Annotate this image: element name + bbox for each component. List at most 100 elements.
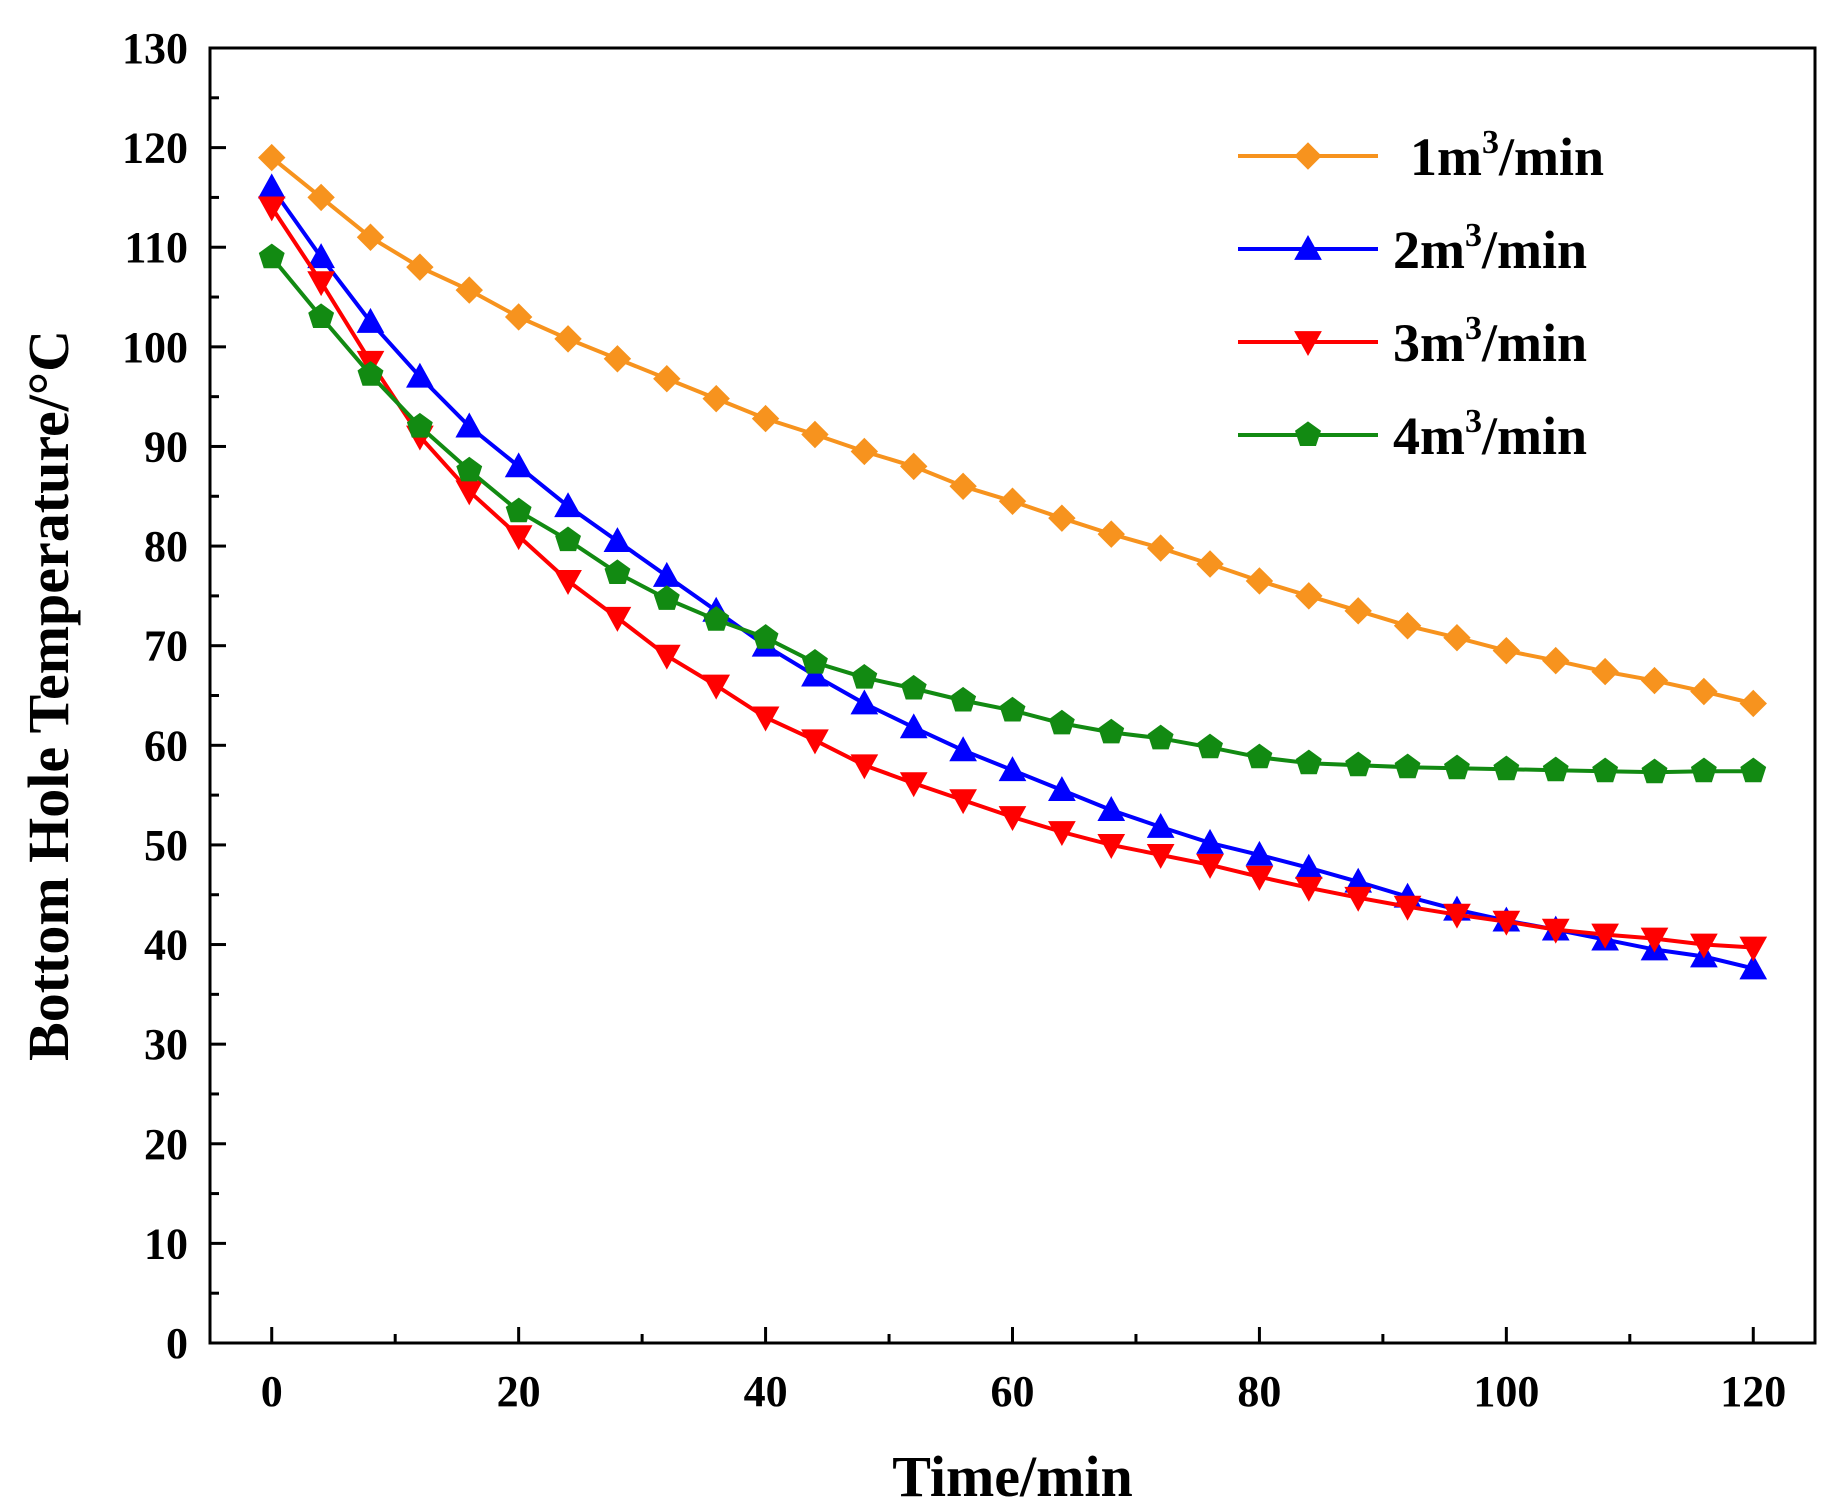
data-point (1246, 743, 1273, 769)
data-point (998, 806, 1027, 832)
y-tick-label: 20 (144, 1120, 188, 1169)
y-tick-label: 10 (144, 1219, 188, 1268)
data-point (1393, 895, 1422, 921)
data-point (1245, 567, 1274, 595)
y-axis-title: Bottom Hole Temperature/°C (16, 330, 81, 1061)
data-point (801, 420, 829, 449)
data-point (603, 527, 632, 552)
data-point (1344, 886, 1373, 912)
data-point (1245, 865, 1274, 891)
data-point (1739, 936, 1768, 962)
data-point (1097, 834, 1126, 859)
data-point (850, 689, 879, 715)
data-point (949, 472, 977, 501)
x-axis-title: Time/min (892, 1444, 1133, 1506)
data-point (1690, 677, 1718, 706)
data-point (1146, 534, 1175, 562)
legend-entry-4: 4m3/min (1238, 403, 1587, 466)
data-point (1196, 853, 1224, 879)
data-point (406, 412, 433, 438)
data-point (1740, 757, 1767, 783)
data-point (1541, 918, 1570, 944)
legend-marker (1294, 234, 1322, 260)
data-point (752, 624, 779, 649)
legend-label: 1m3/min (1410, 124, 1604, 187)
legend-entry-3: 3m3/min (1238, 310, 1587, 373)
data-point (801, 661, 829, 687)
data-point (1048, 776, 1076, 802)
data-point (899, 713, 928, 739)
data-point (258, 143, 286, 172)
axes: 0 10 20 30 40 50 60 70 80 90 100 110 120 130 0 20 40 60 80… (16, 24, 1817, 1506)
data-point (1048, 709, 1075, 735)
data-point (307, 243, 335, 269)
data-point (1492, 636, 1521, 665)
data-point (1295, 582, 1323, 610)
data-point (504, 303, 533, 331)
data-point (751, 404, 780, 433)
data-point (1591, 923, 1619, 949)
data-point (554, 492, 582, 518)
data-point (1146, 812, 1175, 838)
data-point (900, 452, 928, 481)
data-point (604, 559, 631, 584)
x-tick-label: 120 (1720, 1367, 1786, 1416)
data-point (850, 754, 879, 780)
data-point (257, 196, 286, 222)
data-point (504, 525, 533, 551)
data-point (652, 644, 681, 670)
data-point (1739, 689, 1767, 718)
data-point (850, 437, 879, 466)
y-tick-label: 60 (144, 721, 188, 770)
y-tick-label: 110 (124, 223, 188, 272)
y-tick-label: 0 (166, 1319, 188, 1368)
data-point (1196, 550, 1224, 578)
legend: 1m3/min 2m3/min 3m3/min 4m3/min (1238, 124, 1604, 466)
data-point (1591, 657, 1619, 686)
data-point (504, 452, 533, 478)
data-point (456, 456, 483, 482)
data-point (455, 412, 484, 438)
data-point (1690, 757, 1717, 783)
data-point (1344, 597, 1372, 625)
y-tick-label: 40 (144, 921, 188, 970)
data-point (406, 362, 434, 388)
y-tick-label: 30 (144, 1020, 188, 1069)
data-point (1640, 927, 1669, 953)
data-point (258, 243, 285, 269)
x-tick-label: 100 (1473, 1367, 1539, 1416)
data-point (949, 789, 977, 815)
data-point (899, 772, 928, 798)
series-1 (258, 143, 1767, 718)
data-point (1739, 954, 1768, 980)
legend-marker (1294, 331, 1322, 357)
data-point (554, 325, 582, 353)
data-point (1295, 749, 1322, 775)
data-point (653, 585, 680, 610)
data-point (851, 663, 878, 689)
data-point (998, 756, 1027, 782)
data-point (702, 674, 731, 700)
data-point (900, 674, 927, 700)
legend-label: 4m3/min (1393, 403, 1587, 466)
data-point (999, 696, 1026, 722)
plot-area (257, 143, 1768, 980)
data-point (1048, 821, 1076, 847)
data-point (1147, 724, 1174, 750)
series-4 (258, 243, 1767, 784)
data-point (307, 183, 335, 212)
legend-entry-1: 1m3/min (1238, 124, 1604, 187)
data-point (1393, 612, 1422, 640)
data-point (357, 361, 384, 386)
data-point (998, 487, 1027, 515)
x-tick-label: 60 (991, 1367, 1035, 1416)
data-point (1492, 910, 1521, 936)
data-point (307, 271, 335, 297)
data-point (950, 686, 977, 712)
data-point (455, 276, 483, 304)
legend-entry-2: 2m3/min (1238, 217, 1587, 280)
data-point (802, 648, 828, 674)
data-point (653, 365, 681, 393)
